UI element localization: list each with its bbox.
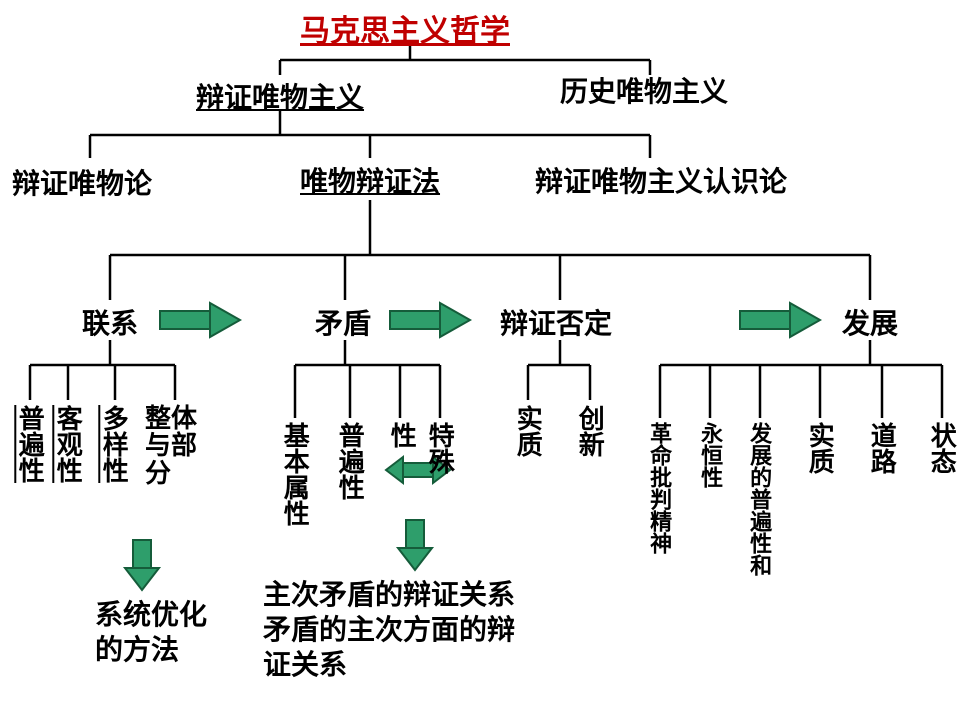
- l1-left: 辩证唯物主义: [196, 76, 364, 116]
- leaf-fazhan-a: 革命批判精神: [648, 422, 671, 554]
- leaf-lianxi-c: 多样性: [100, 405, 127, 483]
- l3-b: 矛盾: [315, 302, 371, 342]
- l1-right: 历史唯物主义: [560, 70, 728, 110]
- leaf-lianxi-d: 整体与部分: [145, 405, 205, 487]
- l2-a: 辩证唯物论: [12, 162, 152, 202]
- note-b: 主次矛盾的辩证关系矛盾的主次方面的辩证关系: [263, 578, 563, 683]
- leaf-maodun-d: 特殊: [426, 422, 453, 474]
- l2-b: 唯物辩证法: [300, 160, 440, 200]
- leaf-maodun-a: 基本属性: [281, 422, 308, 526]
- l3-c: 辩证否定: [500, 302, 612, 342]
- leaf-fazhan-d: 实质: [806, 422, 833, 474]
- leaf-fouding-b: 创新: [576, 405, 603, 457]
- leaf-maodun-c: 性: [388, 422, 415, 448]
- leaf-fazhan-e: 道路: [868, 422, 895, 474]
- leaf-lianxi-b: 客观性: [54, 405, 81, 483]
- l3-a: 联系: [82, 302, 138, 342]
- leaf-maodun-b: 普遍性: [336, 422, 363, 500]
- leaf-fazhan-f: 状态: [928, 422, 955, 474]
- l3-d: 发展: [842, 302, 898, 342]
- root-title: 马克思主义哲学: [300, 6, 510, 50]
- leaf-lianxi-a: 普遍性: [16, 405, 43, 483]
- leaf-fazhan-c: 发展的普遍性和: [748, 422, 771, 576]
- l2-c: 辩证唯物主义认识论: [535, 160, 787, 200]
- note-a: 系统优化的方法: [95, 598, 245, 668]
- leaf-fazhan-b: 永恒性: [699, 422, 722, 488]
- leaf-fouding-a: 实质: [514, 405, 541, 457]
